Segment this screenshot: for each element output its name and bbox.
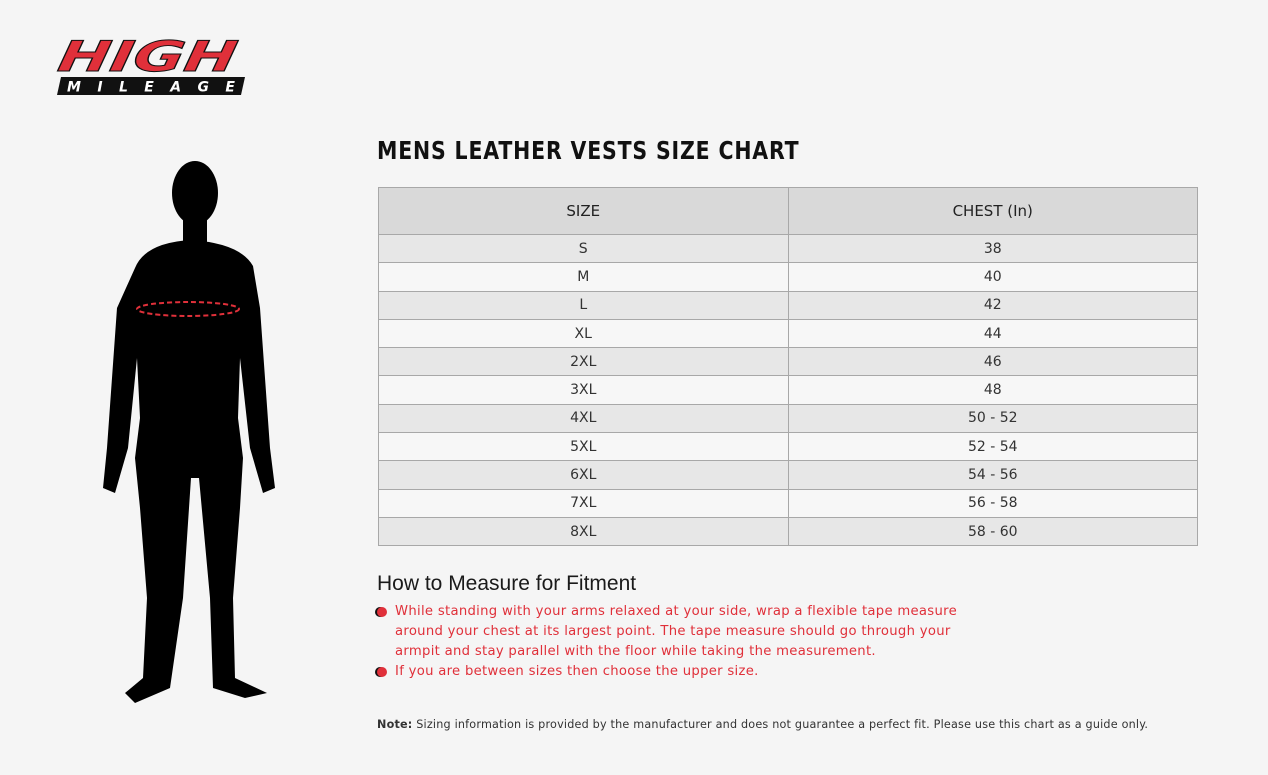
chest-cell: 58 - 60 — [787, 516, 1198, 547]
size-cell: 2XL — [378, 347, 789, 377]
header-size: SIZE — [378, 187, 789, 235]
table-row: XL 44 — [378, 318, 1198, 349]
table-row: 8XL 58 - 60 — [378, 516, 1198, 547]
table-row: S 38 — [378, 233, 1198, 264]
table-row: 3XL 48 — [378, 375, 1198, 405]
chest-cell: 56 - 58 — [787, 488, 1198, 518]
size-cell: 8XL — [378, 516, 789, 547]
table-row: M 40 — [378, 262, 1198, 292]
list-item: If you are between sizes then choose the… — [377, 662, 997, 682]
bullet-icon — [377, 607, 387, 617]
chest-measure-line — [136, 301, 240, 317]
chest-cell: 46 — [787, 347, 1198, 377]
table-row: 2XL 46 — [378, 347, 1198, 377]
size-cell: L — [378, 290, 789, 320]
howto-heading: How to Measure for Fitment — [377, 572, 637, 595]
chest-cell: 42 — [787, 290, 1198, 320]
chest-cell: 38 — [787, 233, 1198, 264]
disclaimer-note: Note: Sizing information is provided by … — [377, 718, 1148, 731]
note-label: Note: — [377, 718, 413, 731]
chest-cell: 54 - 56 — [787, 460, 1198, 490]
page-title: MENS LEATHER VESTS SIZE CHART — [377, 136, 800, 165]
table-row: 5XL 52 - 54 — [378, 432, 1198, 462]
size-cell: 3XL — [378, 375, 789, 405]
man-silhouette-illustration — [103, 161, 275, 703]
chest-cell: 50 - 52 — [787, 403, 1198, 434]
table-row: L 42 — [378, 290, 1198, 320]
table-row: 4XL 50 - 52 — [378, 403, 1198, 434]
size-cell: 6XL — [378, 460, 789, 490]
size-chart-table: SIZE CHEST (In) S 38 M 40 L 42 XL 44 2XL 46 3XL 48 4… — [378, 187, 1198, 547]
size-cell: 7XL — [378, 488, 789, 518]
chest-cell: 44 — [787, 318, 1198, 349]
header-chest: CHEST (In) — [787, 187, 1198, 235]
table-row: 7XL 56 - 58 — [378, 488, 1198, 518]
chest-cell: 52 - 54 — [787, 432, 1198, 462]
size-cell: S — [378, 233, 789, 264]
chest-cell: 48 — [787, 375, 1198, 405]
chest-cell: 40 — [787, 262, 1198, 292]
high-mileage-logo: HIGH MILEAGE — [55, 33, 245, 96]
size-cell: 5XL — [378, 432, 789, 462]
size-cell: 4XL — [378, 403, 789, 434]
note-text: Sizing information is provided by the ma… — [412, 718, 1149, 731]
size-cell: M — [378, 262, 789, 292]
size-cell: XL — [378, 318, 789, 349]
howto-list: While standing with your arms relaxed at… — [377, 602, 997, 682]
bullet-text: While standing with your arms relaxed at… — [395, 604, 957, 659]
bullet-text: If you are between sizes then choose the… — [395, 664, 759, 679]
table-row: 6XL 54 - 56 — [378, 460, 1198, 490]
list-item: While standing with your arms relaxed at… — [377, 602, 997, 662]
svg-text:HIGH: HIGH — [55, 33, 241, 81]
bullet-icon — [377, 667, 387, 677]
